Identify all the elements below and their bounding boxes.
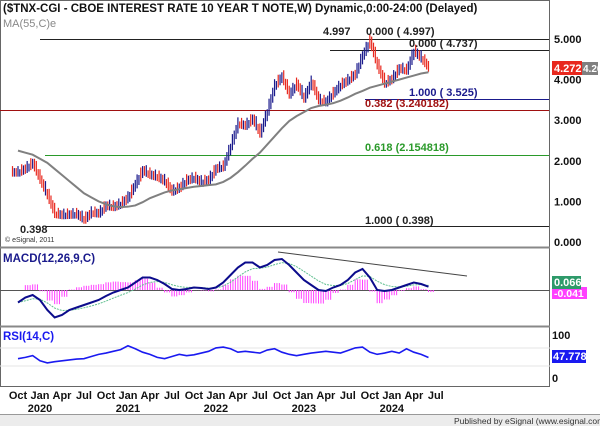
rsi-badge (552, 350, 586, 363)
macd-signal-line (17, 262, 429, 311)
x-axis-month: Jan (31, 390, 50, 402)
x-axis-year: 2022 (204, 403, 228, 415)
ma55-line (17, 71, 429, 209)
x-axis-month: Apr (140, 390, 160, 402)
fib-382-label: 0.382 (3.240182) (365, 98, 449, 110)
x-axis-month: Jul (76, 390, 92, 402)
x-axis-month: Jan (206, 390, 225, 402)
x-axis-year: 2023 (292, 403, 316, 415)
x-axis-month: Apr (228, 390, 248, 402)
rsi-tick-100: 100 (552, 330, 570, 342)
ma-last-value: 4.26 (583, 64, 600, 75)
price-axis-tick: 1.000 (554, 196, 582, 208)
fib-1-mid-label: 1.000 ( 3.525) (409, 87, 478, 99)
last-price-value: 4.272 (554, 63, 582, 75)
signal-badge (552, 287, 587, 299)
last-price-badge (552, 61, 582, 75)
price-axis-tick: 3.000 (554, 115, 582, 127)
price-axis-tick: 2.000 (554, 156, 582, 168)
x-axis-month: Jan (118, 390, 137, 402)
plot-frame (0, 0, 550, 387)
macd-trendline (277, 251, 468, 277)
macd-badge (552, 276, 581, 289)
x-axis-month: Jul (164, 390, 180, 402)
x-axis-month: Oct (9, 390, 28, 402)
fib-1-low-label: 1.000 ( 0.398) (365, 215, 434, 227)
x-axis-month: Jul (252, 390, 268, 402)
macd-label: MACD(12,26,9,C) (3, 253, 95, 265)
ma-label: MA(55,C)e (3, 18, 56, 30)
x-axis-month: Apr (404, 390, 424, 402)
footer-text: Published by eSignal (www.esignal.com) (454, 416, 600, 426)
x-axis-month: Jul (428, 390, 444, 402)
x-axis-month: Apr (53, 390, 73, 402)
ma-last-badge (582, 62, 598, 75)
price-axis-tick: 4.000 (554, 75, 582, 87)
copyright: © eSignal, 2011 (5, 236, 55, 244)
footer-bar (0, 414, 600, 426)
rsi-value: 47.778 (553, 351, 587, 363)
macd-value: 0.066 (554, 277, 582, 289)
price-axis-tick: 5.000 (554, 34, 582, 46)
fib-0-high-label: 0.000 ( 4.997) (366, 26, 435, 38)
rsi-label: RSI(14,C) (3, 331, 54, 343)
fib-618-label: 0.618 (2.154818) (365, 142, 449, 154)
high-label: 4.997 (323, 26, 351, 38)
rsi-line (17, 344, 429, 364)
signal-value: -0.041 (554, 288, 584, 300)
fib-0-second-label: 0.000 ( 4.737) (409, 38, 478, 50)
x-axis-month: Jan (294, 390, 313, 402)
x-axis-year: 2020 (28, 403, 52, 415)
x-axis-month: Apr (316, 390, 336, 402)
price-axis-tick: 0.000 (554, 237, 582, 249)
x-axis-month: Oct (273, 390, 292, 402)
x-axis-month: Oct (185, 390, 204, 402)
low-label: 0.398 (20, 224, 48, 236)
x-axis-year: 2021 (116, 403, 140, 415)
macd-line (17, 257, 429, 319)
x-axis-month: Jul (340, 390, 356, 402)
chart-title: ($TNX-CGI - CBOE INTEREST RATE 10 YEAR T… (3, 3, 478, 15)
x-axis-month: Oct (361, 390, 380, 402)
x-axis-month: Oct (97, 390, 116, 402)
x-axis-month: Jan (382, 390, 401, 402)
x-axis-year: 2024 (380, 403, 405, 415)
rsi-tick-0: 0 (552, 373, 558, 385)
